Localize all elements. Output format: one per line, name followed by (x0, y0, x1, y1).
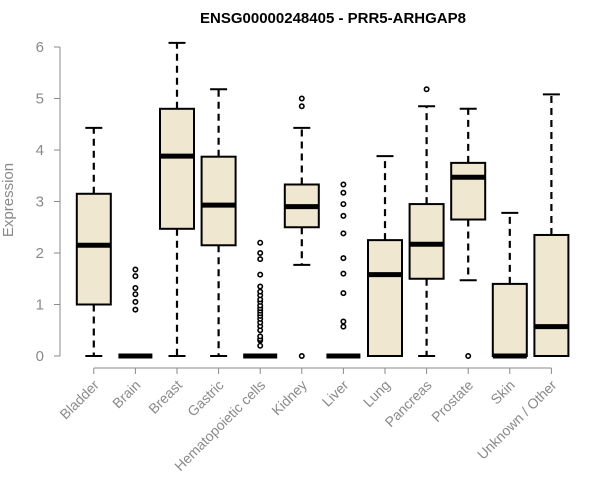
chart-title: ENSG00000248405 - PRR5-ARHGAP8 (200, 10, 466, 27)
outlier-point (257, 283, 264, 290)
x-tick-label: Brain (109, 377, 143, 411)
outlier-point (340, 201, 347, 208)
outlier-point (257, 271, 264, 278)
outlier-point (340, 270, 347, 277)
outlier-point (257, 250, 264, 257)
axes: 0 1 2 3 4 5 6 (36, 39, 552, 374)
outlier-point (340, 255, 347, 262)
outlier-point (298, 352, 305, 359)
y-tick-label: 2 (36, 245, 44, 262)
box-bladder (75, 126, 112, 357)
iqr-box (367, 239, 403, 357)
outlier-point (298, 103, 305, 110)
outlier-point (132, 285, 139, 292)
iqr-box (450, 161, 487, 221)
boxes-group (75, 41, 570, 359)
outlier-point (340, 230, 347, 237)
y-tick-label: 3 (36, 194, 44, 211)
y-tick-label: 0 (36, 348, 44, 365)
outlier-point (423, 86, 430, 93)
y-axis-label: Expression (0, 163, 17, 237)
y-tick-label: 5 (36, 91, 44, 108)
iqr-box (159, 107, 195, 230)
x-tick-label: Liver (319, 377, 352, 410)
box-brain (118, 266, 153, 359)
outlier-point (340, 212, 347, 219)
outlier-point (257, 256, 264, 263)
box-prostate (450, 107, 487, 359)
outlier-point (340, 323, 347, 330)
outlier-point (132, 306, 139, 313)
outlier-point (340, 189, 347, 196)
outlier-point (132, 266, 139, 273)
outlier-point (132, 291, 139, 298)
box-breast (159, 41, 195, 357)
box-skin (491, 211, 528, 359)
outlier-point (340, 318, 347, 325)
box-lung (367, 155, 403, 357)
outlier-point (340, 290, 347, 297)
outlier-point (340, 181, 347, 188)
y-tick-label: 6 (36, 39, 44, 56)
y-tick-label: 1 (36, 297, 44, 314)
iqr-box (75, 192, 112, 306)
iqr-box (491, 282, 528, 357)
iqr-box (200, 155, 237, 247)
outlier-point (257, 239, 264, 246)
box-pancreas (408, 86, 445, 357)
x-tick-label: Breast (145, 377, 185, 417)
outlier-point (465, 352, 472, 359)
x-tick-label: Bladder (56, 377, 102, 423)
x-tick-label: Lung (360, 377, 393, 410)
outlier-point (257, 288, 264, 295)
outlier-point (132, 298, 139, 305)
y-tick-label: 4 (36, 142, 44, 159)
outlier-point (257, 342, 264, 349)
iqr-box (408, 203, 445, 280)
outlier-point (132, 273, 139, 280)
outlier-point (257, 333, 264, 340)
x-tick-label: Prostate (428, 377, 476, 425)
box-kidney (283, 95, 320, 359)
box-liver (326, 181, 361, 359)
x-tick-label: Unknown / Other (474, 377, 560, 463)
x-tick-label: Skin (487, 377, 518, 408)
iqr-box (533, 233, 570, 358)
outlier-point (298, 95, 305, 102)
box-unknown-other (533, 93, 570, 358)
x-tick-label: Kidney (268, 377, 310, 419)
box-gastric (200, 88, 237, 357)
box-hematopoietic-cells (243, 239, 278, 359)
